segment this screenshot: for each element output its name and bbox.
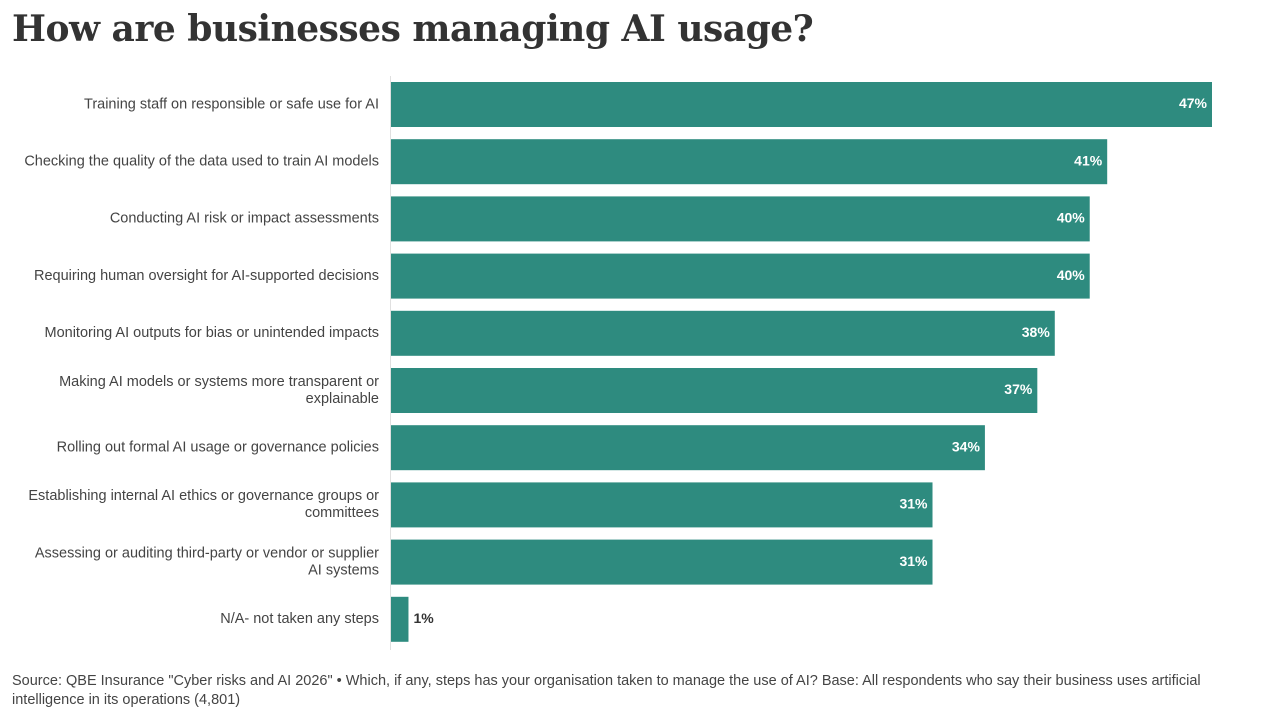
category-label-5: Monitoring AI outputs for bias or uninte… xyxy=(45,325,380,341)
category-label-1: Training staff on responsible or safe us… xyxy=(84,96,379,112)
category-label-2: Checking the quality of the data used to… xyxy=(24,154,379,170)
bar-6 xyxy=(391,368,1038,413)
value-label-9: 31% xyxy=(899,553,928,569)
value-label-6: 37% xyxy=(1004,381,1033,397)
category-label-7: Rolling out formal AI usage or governanc… xyxy=(57,440,379,456)
bar-5 xyxy=(391,310,1055,356)
category-label-8: Establishing internal AI ethics or gover… xyxy=(28,488,379,521)
category-label-6: Making AI models or systems more transpa… xyxy=(59,374,379,407)
value-label-10: 1% xyxy=(413,610,434,626)
category-label-10: N/A- not taken any steps xyxy=(220,611,379,627)
category-label-9: Assessing or auditing third-party or ven… xyxy=(35,545,379,578)
value-label-4: 40% xyxy=(1057,267,1086,283)
category-label-4: Requiring human oversight for AI-support… xyxy=(34,268,379,284)
bar-9 xyxy=(391,539,933,585)
bar-2 xyxy=(391,139,1108,185)
bar-8 xyxy=(391,482,933,528)
value-label-3: 40% xyxy=(1057,210,1086,226)
value-label-5: 38% xyxy=(1022,324,1051,340)
source-note: Source: QBE Insurance "Cyber risks and A… xyxy=(12,673,1201,708)
value-label-8: 31% xyxy=(899,496,928,512)
bar-10 xyxy=(391,596,409,642)
value-label-2: 41% xyxy=(1074,152,1103,168)
bar-3 xyxy=(391,196,1090,242)
value-label-1: 47% xyxy=(1179,95,1208,111)
bar-4 xyxy=(391,253,1090,299)
bar-7 xyxy=(391,425,985,471)
bar-1 xyxy=(391,82,1212,127)
bars-group: Training staff on responsible or safe us… xyxy=(24,82,1212,642)
category-label-3: Conducting AI risk or impact assessments xyxy=(110,211,379,227)
value-label-7: 34% xyxy=(952,438,981,454)
page-title: How are businesses managing AI usage? xyxy=(12,8,814,50)
bar-chart: Training staff on responsible or safe us… xyxy=(24,76,1212,650)
